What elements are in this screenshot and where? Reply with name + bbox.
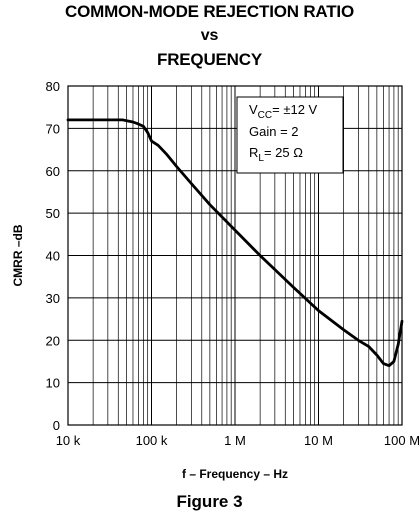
annotation-rl-value: = 25 Ω bbox=[264, 145, 303, 160]
chart-title-line-1: COMMON-MODE REJECTION RATIO bbox=[65, 2, 354, 21]
annotation-gain: Gain = 2 bbox=[249, 124, 299, 139]
annotation-vcc-main: V bbox=[249, 102, 258, 117]
y-tick-label: 80 bbox=[46, 79, 60, 94]
x-tick-label: 10 M bbox=[304, 433, 333, 448]
y-tick-label: 50 bbox=[46, 206, 60, 221]
y-tick-label: 40 bbox=[46, 249, 60, 264]
cmrr-curve bbox=[66, 118, 404, 368]
plot-frame bbox=[67, 85, 403, 426]
annotation-rl-sub: L bbox=[258, 153, 264, 164]
annotation-rl: RL= 25 Ω bbox=[249, 145, 303, 164]
x-tick-label: 10 k bbox=[56, 433, 81, 448]
y-tick-labels: 0 10 20 30 40 50 60 70 80 bbox=[46, 79, 60, 433]
annotation-vcc-sub: CC bbox=[258, 110, 272, 121]
y-tick-label: 70 bbox=[46, 121, 60, 136]
annotation-rl-main: R bbox=[249, 145, 258, 160]
x-tick-labels: 10 k 100 k 1 M 10 M 100 M bbox=[56, 433, 419, 448]
x-tick-label: 100 k bbox=[136, 433, 168, 448]
annotation-vcc-value: = ±12 V bbox=[272, 102, 317, 117]
figure-caption: Figure 3 bbox=[176, 492, 243, 511]
x-tick-label: 100 M bbox=[384, 433, 419, 448]
annotation-box bbox=[236, 96, 344, 174]
y-tick-label: 60 bbox=[46, 164, 60, 179]
x-axis-title: f – Frequency – Hz bbox=[182, 467, 288, 481]
y-tick-label: 30 bbox=[46, 291, 60, 306]
conditions-annotation: VCC= ±12 V Gain = 2 RL= 25 Ω bbox=[236, 96, 344, 174]
y-tick-label: 10 bbox=[46, 376, 60, 391]
grid bbox=[67, 85, 402, 426]
x-tick-label: 1 M bbox=[224, 433, 246, 448]
annotation-vcc: VCC= ±12 V bbox=[249, 102, 318, 121]
chart-title-line-3: FREQUENCY bbox=[157, 50, 262, 69]
y-tick-label: 0 bbox=[53, 418, 60, 433]
y-tick-label: 20 bbox=[46, 333, 60, 348]
chart-title-line-2: vs bbox=[200, 27, 219, 44]
y-axis-title: CMRR –dB bbox=[11, 224, 25, 286]
